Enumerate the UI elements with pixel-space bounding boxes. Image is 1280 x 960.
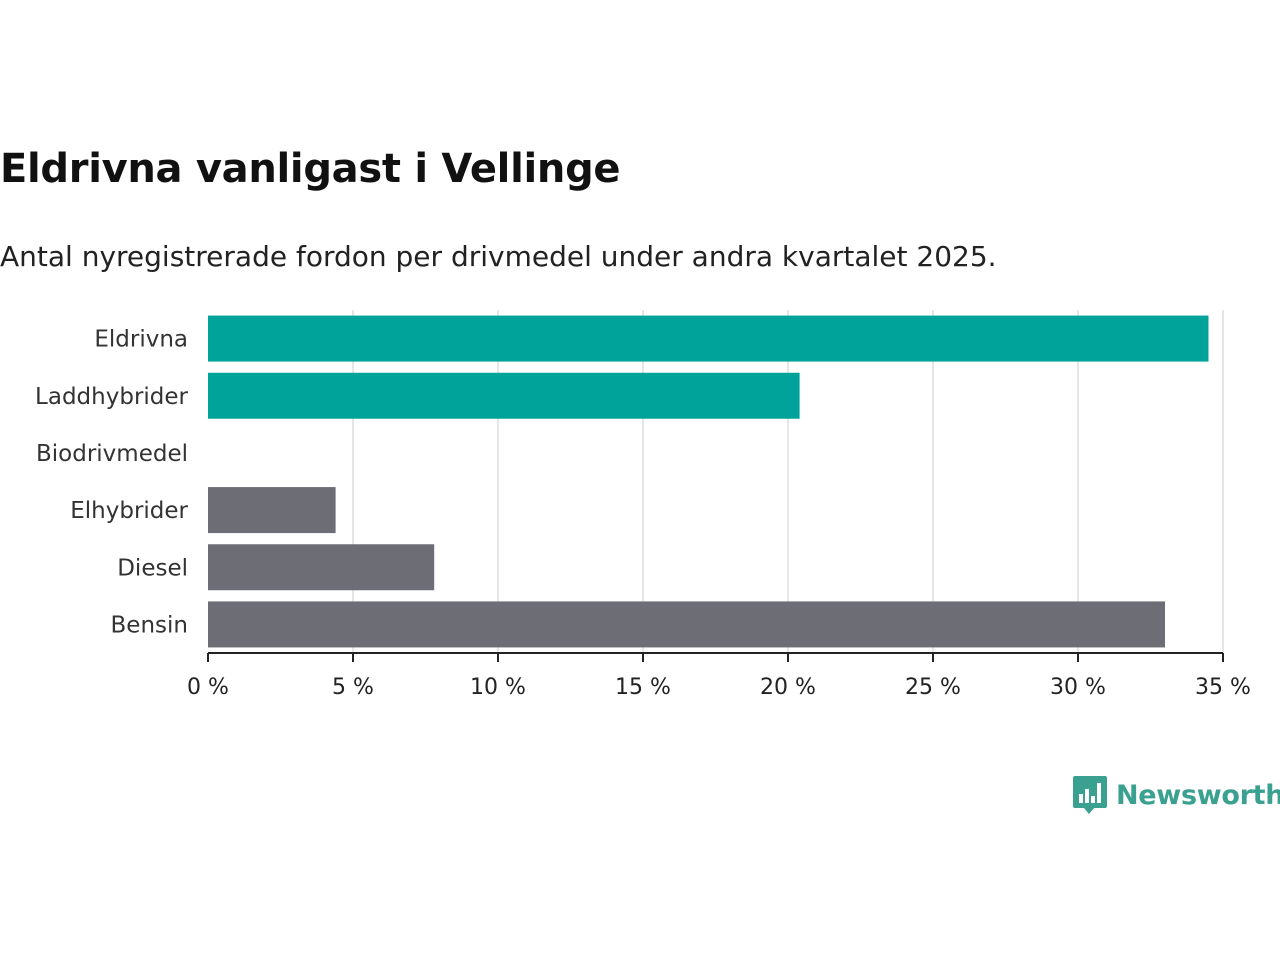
x-tick-label: 15 % [615,675,671,700]
bar-diesel [208,544,435,591]
x-tick-label: 35 % [1195,675,1251,700]
x-tick-label: 0 % [187,675,229,700]
category-labels: Eldrivna Laddhybrider Biodrivmedel Elhybrid… [35,327,188,639]
newsworthy-logo-icon [1073,776,1107,814]
chart-title: Eldrivna vanligast i Vellinge [0,146,621,192]
category-label: Elhybrider [70,498,188,524]
x-tick-label: 30 % [1050,675,1106,700]
category-label: Bensin [111,612,188,638]
category-label: Eldrivna [94,327,188,353]
bar-chart: Eldrivna Laddhybrider Biodrivmedel Elhybrid… [35,310,1251,700]
category-label: Biodrivmedel [36,441,188,467]
x-tick-label: 10 % [470,675,526,700]
x-tick-label: 5 % [332,675,374,700]
bar-laddhybrider [208,372,800,419]
logo-text: Newsworthy [1116,779,1280,811]
x-axis: 0 % 5 % 10 % 15 % 20 % 25 % 30 % 35 % [187,652,1251,700]
category-label: Diesel [117,555,188,581]
bar-elhybrider [208,487,336,534]
x-tick-label: 25 % [905,675,961,700]
bars [208,315,1209,648]
x-tick-label: 20 % [760,675,816,700]
newsworthy-logo: Newsworthy [1072,774,1280,816]
gridlines [352,310,1224,653]
bar-bensin [208,601,1165,648]
bar-eldrivna [208,315,1209,362]
category-label: Laddhybrider [35,384,188,410]
chart-subtitle: Antal nyregistrerade fordon per drivmede… [0,240,997,273]
